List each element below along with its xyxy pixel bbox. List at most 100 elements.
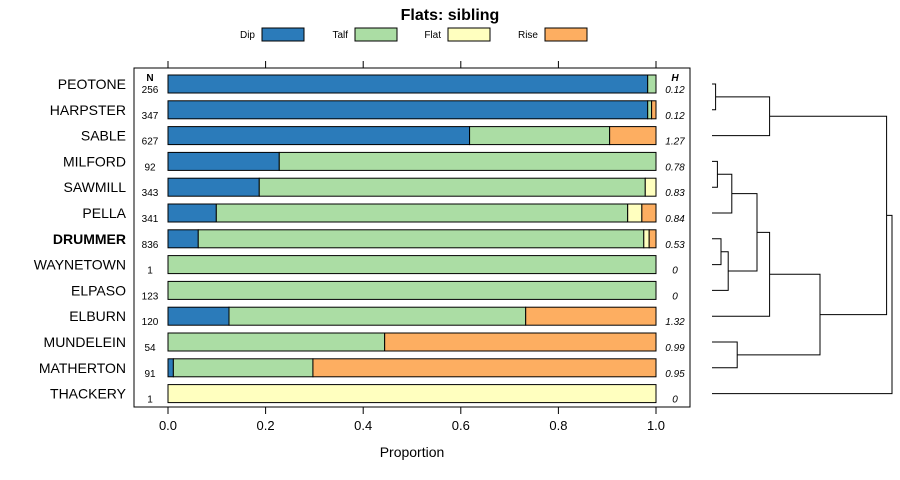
dendrogram-link-pella (712, 173, 733, 214)
legend-swatch-flat (447, 27, 491, 42)
plot-frame (133, 67, 691, 408)
bar-segment-matherton-dip (167, 358, 174, 378)
n-value: 92 (144, 162, 156, 173)
h-value: 0.83 (665, 188, 685, 199)
h-value: 0.12 (665, 85, 685, 96)
bar-segment-peotone-dip (167, 74, 649, 94)
bar-segment-mundelein-talf (167, 332, 386, 352)
bar-segment-harpster-talf (647, 100, 653, 120)
dendrogram-link-peotone-harpster (712, 83, 717, 111)
h-value: 0.84 (665, 214, 685, 225)
x-tick-label: 0.6 (452, 418, 470, 433)
h-value: 1.32 (665, 317, 685, 328)
bar-segment-drummer-flat (643, 229, 650, 249)
dendrogram-link-elburn-matherton (737, 273, 821, 356)
dendrogram-link-drummer-waynetown (712, 238, 722, 266)
h-value: 0 (672, 395, 678, 406)
dendrogram-link-root (712, 214, 893, 395)
h-value: 0 (672, 291, 678, 302)
n-value: 627 (142, 137, 159, 148)
h-value: 0.12 (665, 111, 685, 122)
bar-segment-sable-rise (609, 126, 657, 146)
bar-segment-elburn-rise (525, 306, 657, 326)
h-value: 0.99 (665, 343, 685, 354)
bar-segment-peotone-talf (647, 74, 657, 94)
n-value: 123 (142, 291, 159, 302)
bar-segment-harpster-dip (167, 100, 649, 120)
bar-segment-elpaso-talf (167, 280, 657, 300)
bar-segment-thackery-flat (167, 384, 657, 404)
n-value: 91 (144, 369, 156, 380)
bar-segment-sawmill-flat (644, 177, 657, 197)
category-label-thackery: THACKERY (50, 386, 127, 402)
bar-segment-pella-dip (167, 203, 217, 223)
category-label-milford: MILFORD (63, 153, 126, 169)
category-label-mundelein: MUNDELEIN (44, 334, 126, 350)
x-axis-label: Proportion (380, 444, 445, 460)
x-axis: 0.0 0.2 0.4 0.6 0.8 1.0 (159, 61, 665, 433)
n-value: 54 (144, 343, 156, 354)
n-value: 120 (142, 317, 159, 328)
dendrogram-link-milford-elpaso (728, 193, 758, 272)
h-value: 0.53 (665, 240, 685, 251)
n-column-header: N (146, 73, 153, 84)
bar-segment-drummer-dip (167, 229, 199, 249)
legend-label-dip: Dip (240, 30, 255, 41)
category-label-matherton: MATHERTON (39, 360, 126, 376)
dendrogram-link-peotone-matherton (769, 115, 888, 316)
bar-segment-pella-talf (215, 203, 629, 223)
legend-label-talf: Talf (332, 30, 348, 41)
bar-segment-mundelein-rise (384, 332, 657, 352)
legend-label-rise: Rise (518, 30, 538, 41)
bar-segment-milford-talf (278, 151, 657, 171)
category-label-harpster: HARPSTER (50, 102, 126, 118)
x-tick-label: 1.0 (647, 418, 665, 433)
dendrogram-link-elpaso (712, 251, 729, 291)
category-label-peotone: PEOTONE (58, 76, 126, 92)
bar-segment-waynetown-talf (167, 255, 657, 275)
bar-segment-pella-rise (641, 203, 657, 223)
n-value: 1 (147, 395, 153, 406)
n-value: 347 (142, 111, 159, 122)
legend: Dip Talf Flat Rise (240, 27, 588, 42)
x-tick-label: 0.0 (159, 418, 177, 433)
bar-segment-milford-dip (167, 151, 280, 171)
bar-segment-sable-talf (469, 126, 611, 146)
category-label-elburn: ELBURN (69, 308, 126, 324)
dendrogram-link-milford-sawmill (712, 160, 718, 188)
bar-segment-elburn-talf (228, 306, 527, 326)
legend-swatch-rise (544, 27, 588, 42)
dendrogram-link-mundelein-matherton (712, 341, 738, 369)
legend-label-flat: Flat (424, 30, 441, 41)
x-tick-label: 0.8 (549, 418, 567, 433)
category-label-drummer: DRUMMER (53, 231, 126, 247)
legend-swatch-dip (261, 27, 305, 42)
h-value: 0 (672, 266, 678, 277)
n-value: 256 (142, 85, 159, 96)
bar-segment-drummer-rise (648, 229, 657, 249)
n-value: 1 (147, 266, 153, 277)
h-column-header: H (671, 73, 679, 84)
h-value: 1.27 (665, 137, 685, 148)
x-tick-label: 0.2 (257, 418, 275, 433)
category-label-sable: SABLE (81, 128, 126, 144)
bar-segment-matherton-talf (172, 358, 314, 378)
bar-segment-matherton-rise (312, 358, 657, 378)
h-value: 0.95 (665, 369, 685, 380)
bar-segment-sable-dip (167, 126, 471, 146)
bar-segment-pella-flat (627, 203, 643, 223)
legend-swatch-talf (354, 27, 398, 42)
bar-rows: PEOTONE 256 0.12 HARPSTER 347 0.12 SABLE 627 1.2… (34, 74, 685, 406)
bar-segment-elburn-dip (167, 306, 230, 326)
h-value: 0.78 (665, 162, 685, 173)
bar-segment-sawmill-talf (258, 177, 646, 197)
category-label-sawmill: SAWMILL (64, 179, 127, 195)
category-label-waynetown: WAYNETOWN (34, 257, 126, 273)
n-value: 341 (142, 214, 159, 225)
category-label-pella: PELLA (82, 205, 126, 221)
bar-segment-sawmill-dip (167, 177, 260, 197)
dendrogram-link-sable (712, 96, 771, 137)
chart-title: Flats: sibling (401, 7, 500, 24)
n-value: 343 (142, 188, 159, 199)
